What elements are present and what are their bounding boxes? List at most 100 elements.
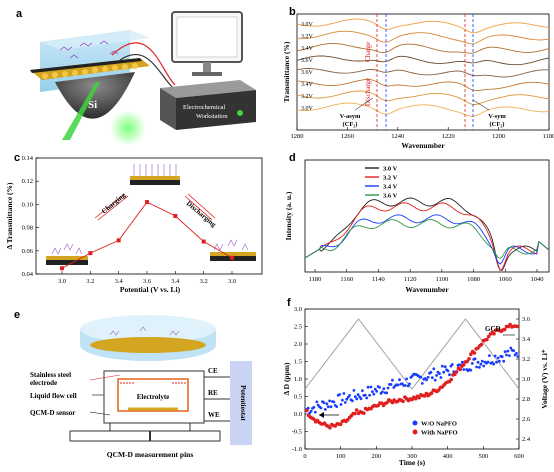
y-tick-label-8: 3.0: [294, 306, 302, 313]
data-point-0: [60, 266, 64, 271]
point-wo-napfo: [406, 384, 410, 388]
x-tick-label-5: 3.2: [200, 278, 208, 285]
y-tick-label-5: 0.14: [22, 155, 34, 162]
panel-f: f Δ D (ppm) Voltage (V) vs. Li⁺ Time (s)…: [275, 295, 554, 467]
x-tick-label-0: 3.0: [58, 278, 66, 285]
point-wo-napfo: [426, 375, 430, 379]
qcm-setup-diagram: Stainless steel electrode Liquid flow ce…: [30, 315, 252, 459]
panel-c: c Δ Transmittance (%) Potential (V vs. L…: [0, 150, 275, 295]
point-wo-napfo: [396, 383, 400, 387]
spectrum-curve-7: [296, 102, 550, 117]
point-with-napfo: [417, 395, 421, 400]
data-point-3: [145, 200, 149, 205]
point-wo-napfo: [480, 359, 484, 363]
x-axis-label: Potential (V vs. Li): [120, 285, 181, 294]
point-wo-napfo: [338, 393, 341, 396]
data-point-4: [173, 214, 178, 218]
y-axis-label: Δ Transmittance (%): [5, 182, 14, 250]
panel-label-b: b: [289, 6, 296, 18]
point-wo-napfo: [420, 382, 424, 385]
point-wo-napfo: [315, 400, 319, 404]
voltage-label-7: 3.0V: [301, 106, 314, 112]
spectrum-curve-0: [296, 18, 550, 34]
point-wo-napfo: [442, 370, 446, 374]
intensity-curve-1: [304, 202, 550, 271]
point-wo-napfo: [470, 362, 474, 365]
point-wo-napfo: [343, 401, 347, 404]
point-wo-napfo: [381, 390, 384, 394]
electrolyte-box: [117, 378, 189, 412]
point-with-napfo: [354, 408, 359, 412]
electrode-illustration-top: [130, 164, 180, 185]
point-wo-napfo: [405, 377, 408, 381]
point-wo-napfo: [515, 352, 518, 355]
legend-label-0: W/O NaPFO: [421, 421, 457, 428]
point-wo-napfo: [326, 405, 330, 409]
legend-label-0: 3.0 V: [383, 166, 398, 173]
vsym-label: V-sym: [488, 113, 506, 120]
voltage-label-6: 3.2V: [301, 94, 314, 100]
y-tick-label-3: 0.5: [294, 394, 302, 401]
x-tick-label-3: 1220: [442, 133, 455, 140]
point-wo-napfo: [335, 405, 339, 408]
x-tick-label-4: 1200: [492, 133, 505, 140]
point-wo-napfo: [516, 355, 520, 358]
point-wo-napfo: [509, 346, 513, 350]
point-wo-napfo: [462, 368, 466, 371]
gcd-label: GCD: [485, 325, 501, 333]
vasym-label: V-asym: [340, 113, 361, 120]
point-wo-napfo: [506, 349, 510, 353]
y-tick-label-3: 0.10: [22, 201, 33, 208]
electrochemical-workstation: [176, 90, 256, 130]
point-with-napfo: [338, 422, 343, 427]
point-wo-napfo: [419, 375, 423, 379]
point-with-napfo: [305, 408, 309, 413]
point-wo-napfo: [475, 365, 478, 369]
panel-d: d Intensity (a. u.) Wavenumber 1180 1160 1…: [275, 150, 554, 295]
panel-a: a Si: [0, 0, 275, 150]
point-wo-napfo: [439, 376, 443, 379]
x-tick-label-3: 300: [407, 453, 417, 460]
x-tick-label-6: 600: [514, 453, 524, 460]
point-wo-napfo: [496, 356, 500, 360]
point-wo-napfo: [446, 369, 450, 373]
point-wo-napfo: [312, 405, 316, 409]
point-wo-napfo: [443, 365, 447, 369]
x-tick-label-3: 3.6: [143, 278, 152, 285]
point-wo-napfo: [356, 393, 360, 396]
point-with-napfo: [467, 357, 471, 361]
workstation-label-2: Workstation: [196, 113, 228, 120]
chart-f: Δ D (ppm) Voltage (V) vs. Li⁺ Time (s) -…: [282, 306, 549, 467]
point-wo-napfo: [325, 402, 329, 406]
y-tick-label-1: 0.06: [22, 248, 34, 255]
x-tick-label-5: 1180: [543, 133, 554, 140]
discharge-label: Discharge: [364, 78, 372, 106]
point-with-napfo: [353, 411, 357, 416]
point-wo-napfo: [366, 385, 370, 389]
panel-label-c: c: [14, 152, 21, 164]
point-wo-napfo: [353, 395, 357, 398]
point-wo-napfo: [492, 362, 496, 366]
point-wo-napfo: [355, 397, 359, 401]
legend-label-1: With NaPFO: [421, 430, 458, 437]
point-wo-napfo: [329, 405, 333, 409]
point-wo-napfo: [322, 401, 326, 405]
x-tick-label-5: 1080: [467, 276, 480, 283]
x-tick-label-4: 1100: [435, 276, 448, 283]
voltage-label-0: 3.0V: [301, 22, 314, 28]
point-wo-napfo: [505, 353, 508, 357]
panel-label-f: f: [287, 297, 291, 309]
workstation-label-1: Electrochemical: [183, 104, 225, 111]
point-wo-napfo: [486, 360, 490, 364]
point-with-napfo: [485, 337, 489, 342]
qcm-sensor-label: QCM-D sensor: [30, 409, 75, 417]
x-tick-label-2: 200: [371, 453, 381, 460]
point-wo-napfo: [373, 387, 377, 391]
intensity-curve-0: [304, 197, 550, 271]
y-tick-label-7: 2.5: [294, 324, 302, 331]
voltage-label-5: 3.4V: [301, 82, 314, 88]
y-tick-label-1: -0.5: [292, 429, 302, 436]
point-wo-napfo: [352, 389, 356, 392]
discharging-label: Discharging: [185, 199, 218, 229]
x-tick-label-3: 1120: [404, 276, 417, 283]
